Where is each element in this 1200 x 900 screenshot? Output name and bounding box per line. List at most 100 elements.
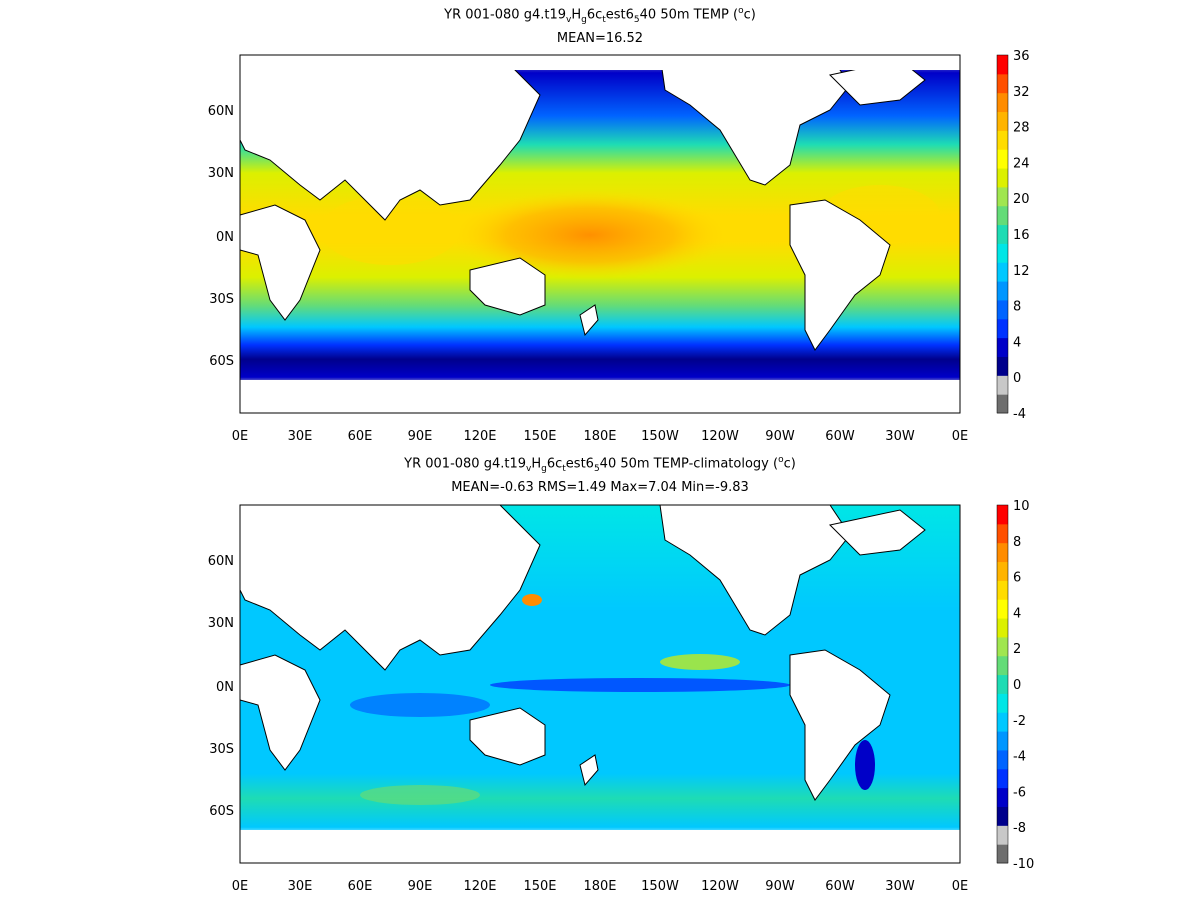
chart2-kuroshio-hot	[522, 594, 542, 606]
colorbar-tick-label: 2	[1013, 642, 1021, 657]
colorbar-swatch	[997, 636, 1008, 657]
colorbar-swatch	[997, 205, 1008, 226]
y-tick-label: 60N	[208, 104, 234, 119]
colorbar-tick-label: -2	[1013, 714, 1026, 729]
colorbar-swatch	[997, 130, 1008, 150]
colorbar-tick-label: 10	[1013, 499, 1030, 514]
colorbar-swatch	[997, 149, 1008, 169]
x-tick-label: 180E	[583, 879, 616, 894]
colorbar-swatch	[997, 262, 1008, 282]
x-tick-label: 60W	[825, 429, 855, 444]
chart1-land	[239, 54, 960, 413]
x-tick-label: 180E	[583, 429, 616, 444]
x-tick-label: 90E	[408, 429, 433, 444]
colorbar-tick-label: 36	[1013, 49, 1030, 64]
colorbar-swatch	[997, 281, 1008, 301]
y-tick-label: 0N	[216, 680, 234, 695]
x-tick-label: 30W	[885, 429, 915, 444]
x-tick-label: 60W	[825, 879, 855, 894]
x-tick-label: 150E	[523, 879, 556, 894]
x-tick-label: 150W	[641, 879, 679, 894]
colorbar-swatch	[997, 749, 1008, 770]
colorbar-tick-label: 0	[1013, 371, 1021, 386]
x-tick-label: 120E	[463, 429, 496, 444]
colorbar-swatch	[997, 337, 1008, 357]
chart1-indian-warm	[320, 195, 460, 265]
colorbar-swatch	[997, 505, 1008, 525]
chart2-colorbar: 10 8 6 4 2 0 -2 -4 -6 -8 -10	[996, 499, 1034, 872]
colorbar-tick-label: 8	[1013, 300, 1021, 315]
colorbar-swatch	[997, 168, 1008, 188]
chart2-equatorial-cold	[490, 678, 790, 692]
colorbar-tick-label: -4	[1013, 750, 1026, 765]
x-tick-label: 120W	[701, 879, 739, 894]
colorbar-swatch	[997, 92, 1008, 113]
colorbar-swatch	[997, 674, 1008, 694]
colorbar-swatch	[997, 618, 1008, 638]
colorbar-frame	[996, 504, 1009, 864]
colorbar-swatch	[997, 186, 1008, 207]
chart1-subtitle: MEAN=16.52	[556, 31, 644, 46]
chart2-south-warm	[360, 785, 480, 805]
chart2-indian-cold	[350, 693, 490, 717]
colorbar-swatch	[997, 73, 1008, 94]
y-tick-label: 60N	[208, 554, 234, 569]
chart2-frame	[239, 504, 961, 864]
x-tick-label: 0E	[232, 429, 249, 444]
colorbar-swatch	[997, 561, 1008, 581]
y-tick-label: 60S	[209, 804, 234, 819]
colorbar-swatch	[997, 712, 1008, 732]
colorbar-swatch	[997, 844, 1008, 864]
colorbar-swatch	[997, 768, 1008, 789]
colorbar-tick-label: -10	[1013, 857, 1034, 872]
colorbar-swatch	[997, 394, 1008, 414]
y-tick-label: 30S	[209, 742, 234, 757]
colorbar-swatch	[997, 523, 1008, 544]
colorbar-tick-label: 32	[1013, 85, 1030, 100]
colorbar-tick-label: 20	[1013, 192, 1030, 207]
colorbar-tick-label: 12	[1013, 264, 1030, 279]
x-tick-label: 60E	[348, 429, 373, 444]
chart1-colorbar: 36 32 28 24 20 16 12 8 4 0 -4	[996, 49, 1030, 422]
colorbar-tick-label: 0	[1013, 678, 1021, 693]
x-tick-label: 0E	[952, 429, 969, 444]
colorbar-swatch	[997, 599, 1008, 619]
colorbar-swatch	[997, 224, 1008, 244]
x-tick-label: 0E	[952, 879, 969, 894]
chart1-frame	[239, 54, 961, 414]
colorbar-tick-label: 28	[1013, 121, 1030, 136]
colorbar-swatch	[997, 318, 1008, 339]
colorbar-tick-label: 6	[1013, 571, 1021, 586]
chart2-brazil-cold	[855, 740, 875, 790]
chart2-title: YR 001-080 g4.t19vHg6ctest6540 50m TEMP-…	[404, 455, 796, 474]
colorbar-tick-label: 4	[1013, 335, 1021, 350]
y-tick-label: 30N	[208, 616, 234, 631]
chart2-subtitle: MEAN=-0.63 RMS=1.49 Max=7.04 Min=-9.83	[451, 480, 749, 495]
x-tick-label: 30E	[288, 429, 313, 444]
colorbar-tick-label: -6	[1013, 785, 1026, 800]
colorbar-frame	[996, 54, 1009, 414]
y-tick-label: 0N	[216, 230, 234, 245]
chart2-warm-band	[660, 654, 740, 670]
colorbar-swatch	[997, 731, 1008, 751]
colorbar-swatch	[997, 693, 1008, 713]
x-tick-label: 90W	[765, 429, 795, 444]
colorbar-swatch	[997, 655, 1008, 676]
colorbar-swatch	[997, 580, 1008, 600]
colorbar-swatch	[997, 825, 1008, 845]
colorbar-swatch	[997, 111, 1008, 131]
chart2-axes: 0E 30E 60E 90E 120E 150E 180E 150W 120W 90W 60W 30W…	[208, 554, 969, 894]
colorbar-tick-label: -8	[1013, 821, 1026, 836]
x-tick-label: 60E	[348, 879, 373, 894]
chart2-land	[239, 504, 960, 863]
y-tick-label: 60S	[209, 354, 234, 369]
colorbar-swatch	[997, 299, 1008, 320]
colorbar-swatch	[997, 542, 1008, 563]
colorbar-swatch	[997, 243, 1008, 263]
colorbar-swatch	[997, 375, 1008, 395]
colorbar-tick-label: 8	[1013, 535, 1021, 550]
y-tick-label: 30N	[208, 166, 234, 181]
x-tick-label: 150E	[523, 429, 556, 444]
colorbar-tick-label: 16	[1013, 228, 1030, 243]
